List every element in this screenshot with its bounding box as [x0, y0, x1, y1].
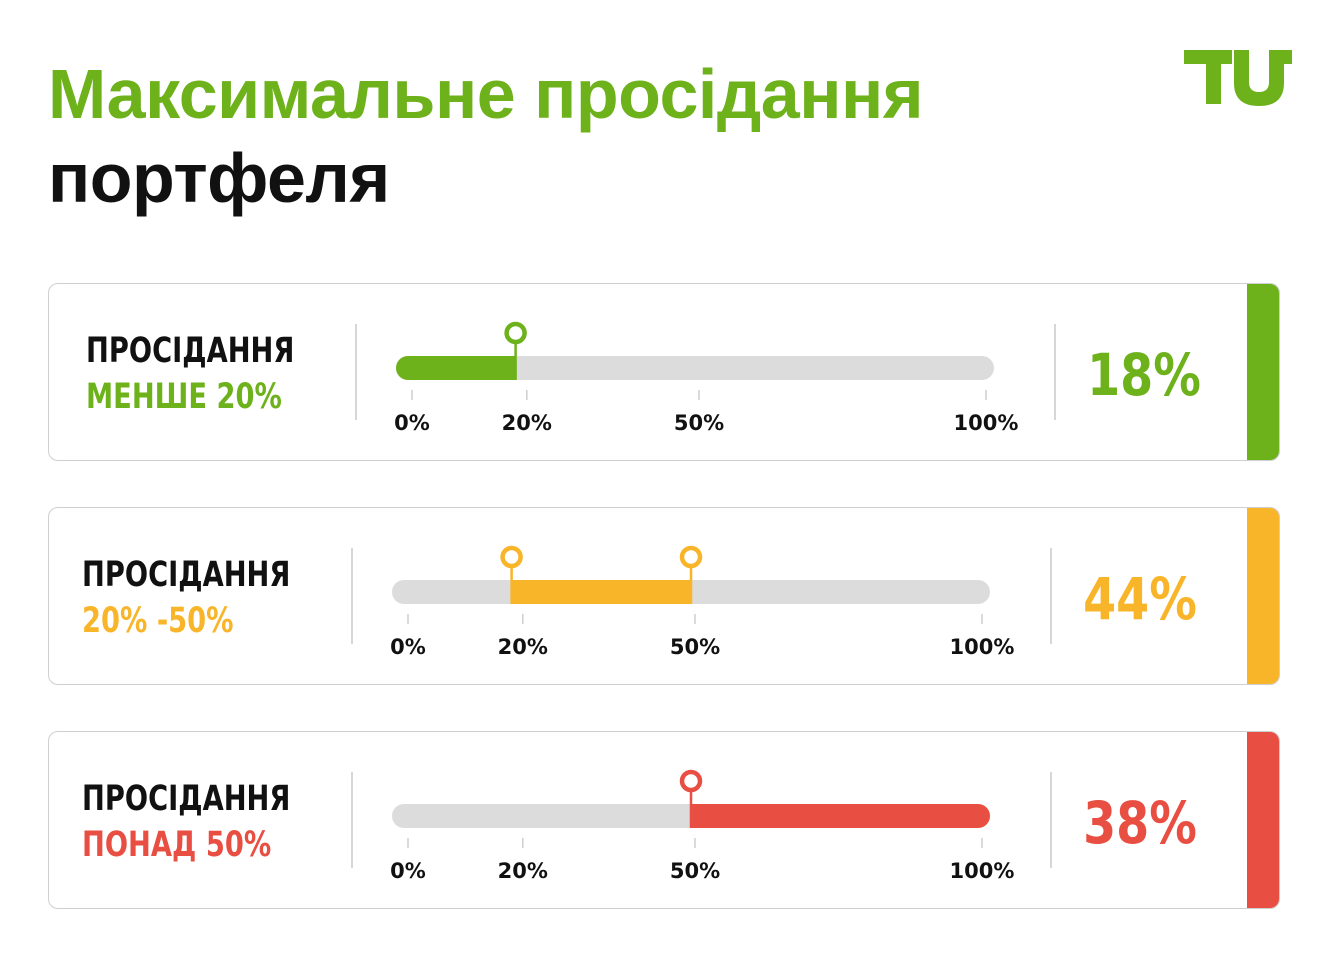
left-divider — [355, 324, 357, 420]
axis-tick-label: 20% — [498, 635, 548, 659]
drawdown-gauge: 0% 20% 50% 100% — [394, 321, 1019, 435]
axis-tick-label: 100% — [954, 411, 1019, 435]
card-accent-bar — [1247, 508, 1279, 684]
axis-tick-label: 50% — [670, 635, 720, 659]
range-marker-pin — [500, 545, 523, 569]
card-label-line-2: ПОНАД 50% — [82, 825, 272, 865]
axis-tick-label: 20% — [502, 411, 552, 435]
card-label-line-2: 20% -50% — [82, 601, 234, 641]
axis-tick-label: 100% — [950, 635, 1015, 659]
card-label-line-1: ПРОСІДАННЯ — [82, 555, 291, 595]
axis-tick-label: 20% — [498, 859, 548, 883]
card-label: ПРОСІДАННЯ ПОНАД 50% — [82, 776, 290, 868]
drawdown-card-1: ПРОСІДАННЯ МЕНШЕ 20% 0% 20% 50% 100% 18% — [48, 283, 1280, 461]
gauge-range-bar — [511, 580, 691, 604]
drawdown-gauge: 0% 20% 50% 100% — [390, 545, 1015, 659]
card-label-line-1: ПРОСІДАННЯ — [82, 779, 291, 819]
axis-tick-label: 0% — [394, 411, 430, 435]
tu-logo-icon — [1184, 50, 1292, 106]
card-accent-bar — [1247, 732, 1279, 908]
drawdown-gauge: 0% 20% 50% 100% — [390, 769, 1015, 883]
drawdown-share-value: 44% — [1083, 565, 1197, 633]
axis-tick-label: 100% — [950, 859, 1015, 883]
axis-tick-label: 0% — [390, 859, 426, 883]
range-marker-pin — [504, 321, 527, 345]
range-marker-pin — [679, 769, 703, 793]
card-label: ПРОСІДАННЯ 20% -50% — [82, 552, 290, 644]
range-marker-pin — [679, 545, 703, 569]
right-divider — [1054, 324, 1056, 420]
left-divider — [351, 772, 353, 868]
drawdown-card-2: ПРОСІДАННЯ 20% -50% 0% 20% 50% 100% 44% — [48, 507, 1280, 685]
right-divider — [1050, 548, 1052, 644]
card-label-line-1: ПРОСІДАННЯ — [86, 331, 295, 371]
left-divider — [351, 548, 353, 644]
gauge-range-bar — [691, 804, 990, 828]
drawdown-share-value: 18% — [1087, 341, 1201, 409]
page-title: Максимальне просідання портфеля — [48, 52, 924, 220]
title-line-1: Максимальне просідання — [48, 55, 924, 133]
drawdown-card-3: ПРОСІДАННЯ ПОНАД 50% 0% 20% 50% 100% 38% — [48, 731, 1280, 909]
card-accent-bar — [1247, 284, 1279, 460]
axis-tick-label: 50% — [670, 859, 720, 883]
gauge-range-bar — [396, 356, 516, 380]
drawdown-share-value: 38% — [1083, 789, 1197, 857]
title-line-2: портфеля — [48, 139, 390, 217]
axis-tick-label: 0% — [390, 635, 426, 659]
gauge-track — [396, 356, 994, 380]
right-divider — [1050, 772, 1052, 868]
card-label-line-2: МЕНШЕ 20% — [86, 377, 282, 417]
axis-tick-label: 50% — [674, 411, 724, 435]
card-label: ПРОСІДАННЯ МЕНШЕ 20% — [86, 328, 294, 420]
